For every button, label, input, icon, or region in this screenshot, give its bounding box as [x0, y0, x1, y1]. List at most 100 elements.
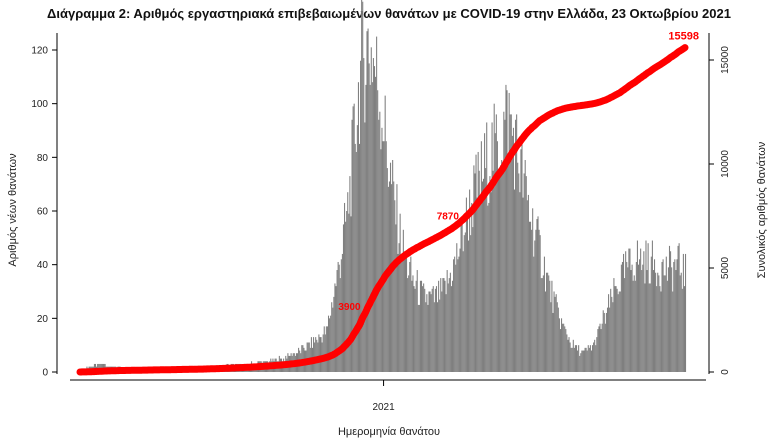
daily-death-bar — [376, 36, 378, 372]
daily-death-bar — [365, 84, 367, 372]
daily-death-bar — [538, 229, 540, 372]
daily-death-bar — [659, 286, 661, 372]
daily-death-bar — [372, 58, 374, 373]
daily-death-bar — [353, 103, 355, 373]
daily-death-bar — [447, 283, 449, 372]
daily-death-bar — [569, 342, 571, 372]
daily-death-bar — [432, 286, 434, 372]
daily-death-bar — [573, 347, 575, 372]
daily-death-bar — [473, 165, 475, 372]
daily-death-bar — [424, 288, 426, 372]
daily-death-bar — [579, 355, 581, 372]
daily-death-bar — [520, 149, 522, 372]
daily-death-bar — [608, 294, 610, 372]
daily-death-bar — [634, 280, 636, 372]
daily-death-bar — [640, 248, 642, 372]
daily-death-bar — [476, 197, 478, 372]
daily-death-bar — [446, 270, 448, 372]
daily-death-bar — [673, 261, 675, 372]
daily-death-bar — [678, 243, 680, 372]
daily-death-bar — [681, 288, 683, 372]
daily-death-bar — [526, 200, 528, 372]
daily-death-bar — [626, 261, 628, 372]
daily-death-bar — [521, 143, 523, 372]
daily-death-bar — [457, 259, 459, 372]
daily-death-bar — [660, 291, 662, 372]
daily-death-bar — [556, 302, 558, 372]
daily-death-bar — [327, 315, 330, 372]
daily-death-bar — [567, 339, 569, 372]
daily-death-bar — [440, 278, 442, 372]
daily-death-bar — [666, 280, 668, 372]
daily-death-bar — [566, 334, 568, 372]
daily-death-bar — [93, 363, 95, 372]
daily-death-bar — [540, 278, 542, 372]
daily-death-bar — [355, 151, 357, 372]
y-left-tick-label: 80 — [37, 153, 49, 164]
daily-death-bar — [639, 259, 641, 372]
daily-death-bar — [398, 243, 400, 372]
daily-death-bar — [642, 264, 644, 372]
daily-death-bar — [501, 160, 503, 372]
daily-death-bar — [641, 270, 643, 372]
daily-death-bar — [408, 275, 410, 372]
daily-death-bar — [419, 280, 421, 372]
daily-death-bar — [459, 248, 461, 372]
daily-death-bar — [654, 259, 656, 372]
daily-death-bar — [625, 251, 627, 372]
daily-death-bar — [384, 95, 386, 372]
daily-death-bar — [388, 181, 390, 372]
daily-death-bar — [650, 256, 652, 372]
daily-death-bar — [575, 345, 578, 372]
daily-death-bar — [615, 286, 617, 372]
daily-death-bar — [458, 256, 460, 372]
daily-death-bar — [647, 243, 649, 372]
daily-death-bar — [433, 302, 435, 372]
daily-death-bar — [346, 211, 348, 372]
daily-death-bar — [602, 310, 604, 372]
daily-death-bar — [595, 345, 597, 372]
daily-death-bar — [506, 90, 508, 372]
daily-death-bar — [434, 288, 436, 372]
daily-death-bar — [491, 122, 493, 372]
daily-death-bar — [517, 162, 519, 372]
daily-death-bar — [578, 345, 580, 372]
daily-death-bar — [407, 278, 409, 372]
daily-death-bar — [630, 270, 632, 372]
daily-death-bar — [532, 208, 534, 372]
daily-death-bar — [429, 291, 431, 372]
daily-death-bar — [449, 272, 451, 372]
daily-death-bar — [614, 286, 616, 372]
daily-death-bar — [427, 304, 429, 372]
daily-death-bar — [324, 334, 326, 372]
daily-death-bar — [664, 275, 666, 372]
daily-death-bar — [504, 119, 506, 373]
daily-death-bar — [450, 286, 452, 372]
daily-death-bar — [456, 243, 458, 372]
daily-death-bar — [315, 337, 317, 372]
daily-death-bar — [417, 304, 419, 372]
daily-death-bar — [530, 221, 532, 372]
daily-death-bar — [497, 170, 500, 372]
daily-death-bar — [536, 219, 538, 372]
daily-death-bar — [609, 307, 611, 372]
daily-death-bar — [333, 296, 335, 372]
daily-death-bar — [316, 339, 318, 372]
daily-death-bar — [334, 283, 336, 372]
daily-death-bar — [323, 326, 325, 372]
daily-death-bar — [438, 280, 440, 372]
daily-death-bar — [349, 176, 351, 372]
daily-death-bar — [679, 275, 681, 372]
daily-death-bar — [541, 278, 543, 372]
daily-death-bar — [318, 334, 320, 372]
daily-death-bar — [632, 280, 634, 372]
daily-death-bar — [621, 261, 624, 372]
daily-death-bar — [472, 227, 474, 372]
daily-death-bar — [338, 264, 340, 372]
daily-death-bar — [667, 267, 669, 372]
daily-death-bar — [533, 256, 535, 372]
daily-death-bar — [308, 342, 310, 372]
daily-death-bar — [559, 329, 562, 372]
y-left-tick-label: 100 — [31, 99, 48, 110]
daily-death-bar — [391, 184, 393, 372]
